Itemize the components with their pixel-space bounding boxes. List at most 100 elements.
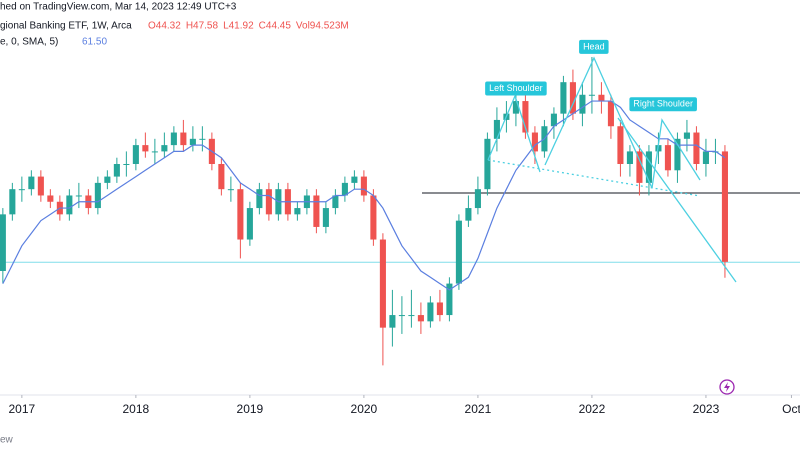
right-shoulder-lines: [651, 118, 701, 189]
ohlc-value: Vol94.523M: [296, 21, 349, 32]
candle-body: [455, 220, 462, 284]
neck-dotted-line: [487, 159, 701, 197]
candle-body: [674, 138, 681, 171]
candle-body: [636, 151, 643, 183]
plot-area: Left Shoulder Head Right Shoulder: [0, 39, 800, 366]
candle-body: [522, 101, 529, 133]
indicator-value: 61.50: [82, 37, 107, 48]
candle-body: [484, 138, 491, 190]
candle-body: [389, 315, 396, 328]
head-lines: [544, 56, 653, 189]
candle-body: [531, 132, 538, 152]
ohlc-value: L41.92: [223, 21, 254, 32]
x-tick-label: 2023: [693, 402, 720, 416]
candle-body: [370, 195, 377, 240]
ohlc-value: C44.45: [259, 21, 292, 32]
candle-body: [313, 195, 320, 227]
candle-body: [645, 151, 652, 183]
candle-body: [360, 176, 367, 196]
candle-body: [512, 101, 519, 114]
candle-body: [0, 214, 6, 272]
candle-body: [398, 315, 405, 317]
candle-body: [493, 119, 500, 139]
x-tick-label: Oct: [782, 402, 800, 416]
candle-body: [199, 138, 206, 140]
candle-body: [47, 195, 54, 202]
candle-body: [446, 283, 453, 316]
left-shoulder-lines: [487, 94, 541, 173]
candle-body: [617, 126, 624, 164]
indicator-text: e, 0, SMA, 5): [0, 37, 58, 48]
candle-body: [322, 208, 329, 227]
candle-body: [18, 189, 25, 191]
candle-body: [683, 132, 690, 139]
x-tick-label: 2017: [9, 402, 36, 416]
event-icon-bolt: [724, 382, 730, 392]
candle-body: [626, 151, 633, 164]
annotation-text: Head: [583, 41, 605, 51]
candle-body: [170, 132, 177, 146]
candle-body: [180, 132, 187, 146]
pattern-drawings: [487, 56, 737, 283]
ohlc-value: O44.32: [148, 21, 181, 32]
candle-body: [246, 208, 253, 240]
candle-body: [693, 132, 700, 164]
annotation-box: [629, 97, 697, 112]
x-tick-label: 2022: [579, 402, 606, 416]
candle-body: [379, 239, 386, 328]
candle-body: [123, 163, 130, 165]
candle-body: [588, 94, 595, 96]
annotation: Head: [579, 39, 609, 54]
annotation-text: Right Shoulder: [633, 99, 693, 109]
candle-body: [132, 145, 139, 164]
candle-body: [598, 94, 605, 102]
symbol-text: gional Banking ETF, 1W, Arca: [0, 21, 132, 32]
candle-body: [94, 182, 101, 209]
x-tick-label: 2021: [465, 402, 492, 416]
candle-body: [161, 145, 168, 152]
x-tick-label: 2020: [351, 402, 378, 416]
candle-body: [560, 82, 567, 114]
candle-body: [465, 208, 472, 221]
candle-body: [227, 189, 234, 191]
x-tick-label: 2018: [123, 402, 150, 416]
x-tick-label: 2019: [237, 402, 264, 416]
candle-body: [721, 151, 728, 262]
ma-line: [2, 100, 726, 291]
annotation-box: [485, 81, 547, 96]
candle-body: [9, 189, 16, 215]
candle-body: [113, 163, 120, 177]
candle-body: [265, 189, 272, 215]
candle-body: [332, 195, 339, 209]
candle-body: [218, 163, 225, 190]
annotation: Right Shoulder: [629, 97, 697, 112]
candle-body: [28, 176, 35, 190]
published-text: hed on TradingView.com, Mar 14, 2023 12:…: [0, 2, 237, 13]
candle-body: [66, 195, 73, 215]
trend-line: [617, 117, 737, 283]
footer-text: ew: [0, 435, 14, 446]
candle-body: [151, 151, 158, 153]
ohlc-value: H47.58: [186, 21, 219, 32]
candle-body: [569, 82, 576, 114]
candle-body: [351, 176, 358, 183]
candle-body: [142, 145, 149, 152]
candle-body: [341, 182, 348, 196]
candle-body: [256, 189, 263, 209]
candle-body: [702, 151, 709, 164]
candle-body: [550, 113, 557, 127]
candle-body: [189, 138, 196, 146]
candle-body: [104, 176, 111, 183]
candle-body: [417, 315, 424, 322]
candle-body: [294, 208, 301, 215]
candle-body: [436, 302, 443, 316]
candle-body: [474, 189, 481, 209]
annotation-text: Left Shoulder: [489, 83, 543, 93]
candle-body: [607, 101, 614, 127]
candle-body: [75, 195, 82, 197]
candle-body: [408, 315, 415, 317]
candle-body: [237, 189, 244, 240]
candle-body: [579, 94, 586, 114]
